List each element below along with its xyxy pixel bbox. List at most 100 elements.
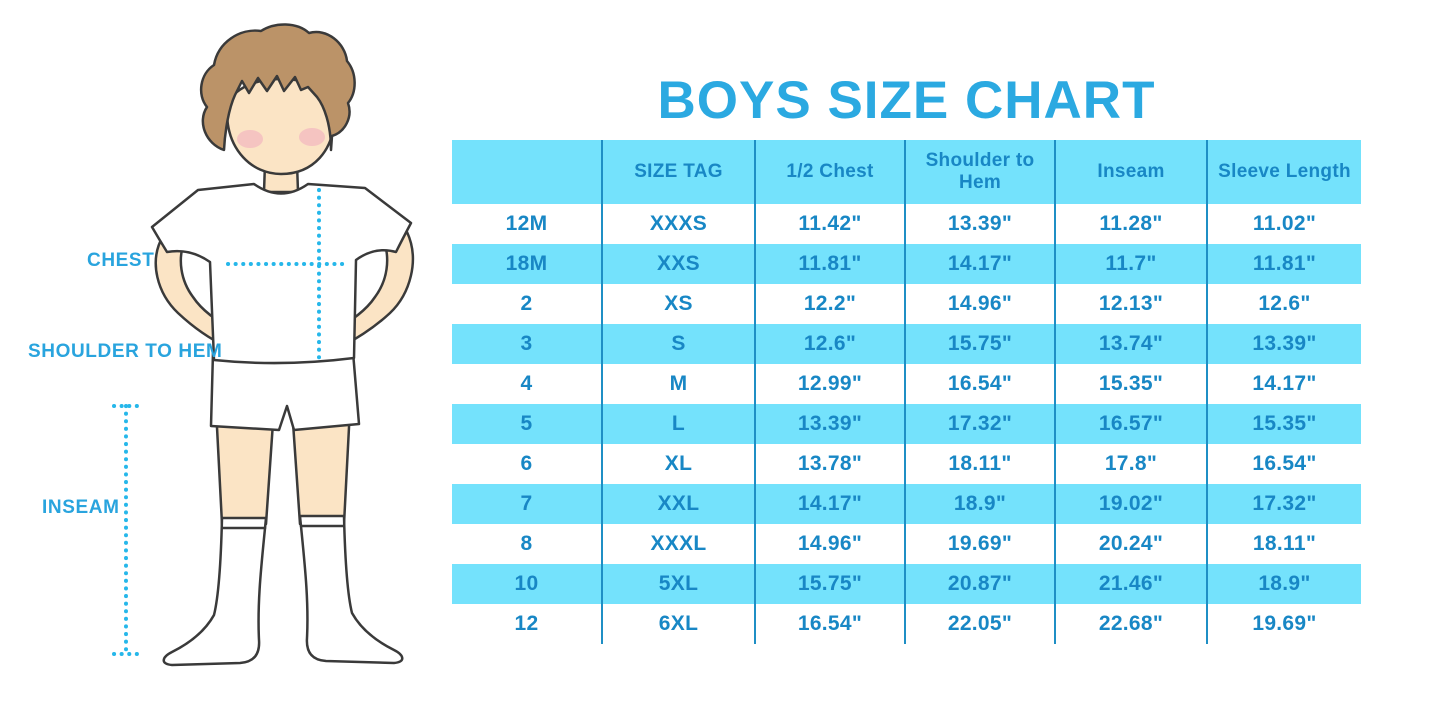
measurement-cell: 17.32" xyxy=(1206,484,1361,524)
boy-figure-illustration xyxy=(112,23,415,667)
boys-size-table: SIZE TAG 1/2 Chest Shoulder to Hem Inseam Sl… xyxy=(452,140,1361,644)
right-sock xyxy=(298,514,404,665)
measurement-cell: 13.78" xyxy=(754,444,905,484)
chest-label: CHEST xyxy=(87,250,155,271)
inseam-label: INSEAM xyxy=(42,497,120,518)
measurement-cell: M xyxy=(601,364,755,404)
size-cell: 12 xyxy=(514,612,539,635)
measurement-cell: 13.39" xyxy=(1206,324,1361,364)
measurement-cell: 15.35" xyxy=(1054,364,1207,404)
table-row: 5 L 13.39" 17.32" 16.57" 15.35" xyxy=(452,404,1361,444)
size-cell: 10 xyxy=(514,572,539,595)
measurement-cell: 19.69" xyxy=(904,524,1055,564)
measurement-cell: 12.6" xyxy=(754,324,905,364)
size-cell: 2 xyxy=(520,292,533,315)
size-cell: 4 xyxy=(520,372,533,395)
measurement-cell: XXL xyxy=(601,484,755,524)
size-cell: 3 xyxy=(520,332,533,355)
table-row: 2 XS 12.2" 14.96" 12.13" 12.6" xyxy=(452,284,1361,324)
measurement-cell: 18.9" xyxy=(904,484,1055,524)
page-title: BOYS SIZE CHART xyxy=(657,70,1156,130)
measurement-cell: 11.42" xyxy=(754,204,905,244)
measurement-cell: 16.54" xyxy=(754,604,905,644)
size-cell: 5 xyxy=(520,412,533,435)
size-cell: 6 xyxy=(520,452,533,475)
measurement-cell: 16.54" xyxy=(1206,444,1361,484)
table-row: 10 5XL 15.75" 20.87" 21.46" 18.9" xyxy=(452,564,1361,604)
measurement-cell: 12.6" xyxy=(1206,284,1361,324)
table-row: 6 XL 13.78" 18.11" 17.8" 16.54" xyxy=(452,444,1361,484)
measurement-cell: XL xyxy=(601,444,755,484)
measurement-cell: 19.02" xyxy=(1054,484,1207,524)
table-row: 7 XXL 14.17" 18.9" 19.02" 17.32" xyxy=(452,484,1361,524)
measurement-cell: 15.35" xyxy=(1206,404,1361,444)
measurement-cell: XXXL xyxy=(601,524,755,564)
measurement-cell: 14.96" xyxy=(754,524,905,564)
measurement-cell: 11.02" xyxy=(1206,204,1361,244)
table-row: 18M XXS 11.81" 14.17" 11.7" 11.81" xyxy=(452,244,1361,284)
measurement-cell: 11.81" xyxy=(754,244,905,284)
size-cell: 7 xyxy=(520,492,533,515)
measurement-cell: XS xyxy=(601,284,755,324)
measurement-cell: 22.68" xyxy=(1054,604,1207,644)
right-cheek xyxy=(299,128,325,146)
header-row: SIZE TAG 1/2 Chest Shoulder to Hem Inseam Sl… xyxy=(452,140,1361,204)
measurement-cell: 13.39" xyxy=(754,404,905,444)
measurement-cell: XXXS xyxy=(601,204,755,244)
measurement-cell: 14.17" xyxy=(754,484,905,524)
measurement-cell: 12.99" xyxy=(754,364,905,404)
measurement-figure: CHEST SHOULDER TO HEM INSEAM xyxy=(0,0,450,723)
table-row: 8 XXXL 14.96" 19.69" 20.24" 18.11" xyxy=(452,524,1361,564)
measurement-cell: 18.11" xyxy=(904,444,1055,484)
measurement-cell: 19.69" xyxy=(1206,604,1361,644)
measurement-cell: 20.24" xyxy=(1054,524,1207,564)
table-row: 4 M 12.99" 16.54" 15.35" 14.17" xyxy=(452,364,1361,404)
hair xyxy=(199,23,356,152)
measurement-cell: 17.8" xyxy=(1054,444,1207,484)
measurement-cell: XXS xyxy=(601,244,755,284)
measurement-cell: 20.87" xyxy=(904,564,1055,604)
column-header: Inseam xyxy=(1054,140,1207,204)
measurement-cell: 18.11" xyxy=(1206,524,1361,564)
measurement-cell: 14.17" xyxy=(904,244,1055,284)
measurement-cell: 11.7" xyxy=(1054,244,1207,284)
measurement-cell: 15.75" xyxy=(904,324,1055,364)
measurement-cell: 13.74" xyxy=(1054,324,1207,364)
measurement-cell: 15.75" xyxy=(754,564,905,604)
left-cheek xyxy=(237,130,263,148)
measurement-cell: 22.05" xyxy=(904,604,1055,644)
table-row: 12M XXXS 11.42" 13.39" 11.28" 11.02" xyxy=(452,204,1361,244)
measurement-cell: 13.39" xyxy=(904,204,1055,244)
measurement-cell: 16.57" xyxy=(1054,404,1207,444)
measurement-cell: 11.28" xyxy=(1054,204,1207,244)
measurement-cell: 21.46" xyxy=(1054,564,1207,604)
measurement-cell: S xyxy=(601,324,755,364)
measurement-cell: L xyxy=(601,404,755,444)
measurement-cell: 12.2" xyxy=(754,284,905,324)
table-row: 3 S 12.6" 15.75" 13.74" 13.39" xyxy=(452,324,1361,364)
measurement-cell: 12.13" xyxy=(1054,284,1207,324)
column-header: Sleeve Length xyxy=(1206,140,1361,204)
measurement-cell: 17.32" xyxy=(904,404,1055,444)
column-header: SIZE TAG xyxy=(601,140,755,204)
left-sock xyxy=(162,516,268,667)
size-cell: 18M xyxy=(505,252,548,275)
measurement-cell: 11.81" xyxy=(1206,244,1361,284)
column-header: Shoulder to Hem xyxy=(904,140,1055,204)
measurement-cell: 6XL xyxy=(601,604,755,644)
measurement-cell: 14.96" xyxy=(904,284,1055,324)
table-body: 12M XXXS 11.42" 13.39" 11.28" 11.02" 18M XXS 11.… xyxy=(452,204,1361,644)
measurement-cell: 18.9" xyxy=(1206,564,1361,604)
size-cell: 12M xyxy=(505,212,548,235)
column-header: 1/2 Chest xyxy=(754,140,905,204)
measurement-cell: 5XL xyxy=(601,564,755,604)
table-header: SIZE TAG 1/2 Chest Shoulder to Hem Inseam Sl… xyxy=(452,140,1361,204)
t-shirt xyxy=(150,182,413,365)
size-cell: 8 xyxy=(520,532,533,555)
measurement-cell: 16.54" xyxy=(904,364,1055,404)
shoulder-to-hem-label: SHOULDER TO HEM xyxy=(28,341,223,362)
shorts xyxy=(209,350,361,432)
measurement-cell: 14.17" xyxy=(1206,364,1361,404)
size-column-header xyxy=(452,140,602,204)
table-row: 12 6XL 16.54" 22.05" 22.68" 19.69" xyxy=(452,604,1361,644)
